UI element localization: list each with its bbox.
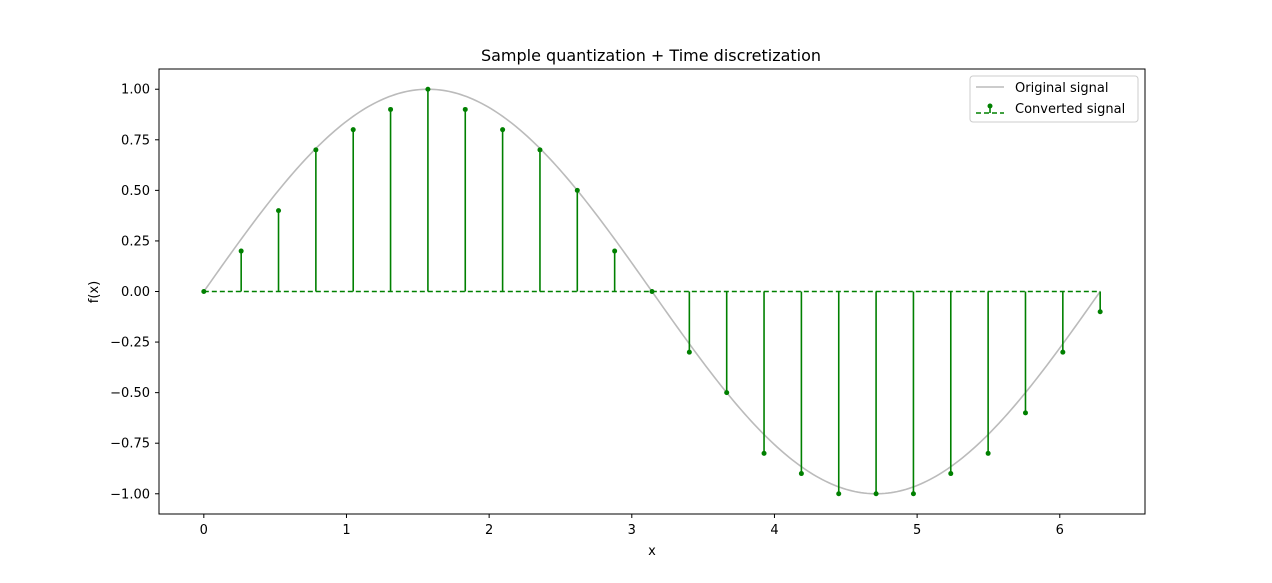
- y-tick-label: 0.25: [121, 234, 150, 249]
- converted-signal-point: [985, 450, 991, 456]
- converted-signal-point: [649, 289, 655, 294]
- x-tick-label: 4: [770, 523, 778, 538]
- converted-signal-point: [761, 450, 767, 456]
- converted-signal-point: [1022, 410, 1028, 416]
- y-tick-label: 0.75: [121, 133, 150, 148]
- converted-signal-point: [873, 491, 879, 497]
- y-tick-label: 1.00: [121, 83, 150, 98]
- converted-signal-point: [425, 86, 431, 92]
- converted-signal-stems: [201, 86, 1103, 497]
- x-axis-ticks: 0 1 2 3 4 5 6: [200, 514, 1064, 538]
- legend-converted-label: Converted signal: [1015, 102, 1125, 117]
- x-tick-label: 6: [1056, 523, 1064, 538]
- y-axis-label: f(x): [87, 281, 102, 303]
- x-tick-label: 2: [485, 523, 493, 538]
- legend: Original signal Converted signal: [969, 75, 1139, 123]
- converted-signal-point: [798, 471, 804, 477]
- legend-original-label: Original signal: [1015, 81, 1108, 96]
- converted-signal-point: [313, 147, 319, 153]
- converted-signal-point: [836, 491, 842, 497]
- converted-signal-point: [500, 127, 506, 133]
- x-tick-label: 3: [628, 523, 636, 538]
- converted-signal-point: [1097, 309, 1103, 315]
- converted-signal-point: [201, 289, 207, 294]
- converted-signal-point: [686, 349, 692, 355]
- converted-signal-point: [1060, 349, 1066, 355]
- y-tick-label: 0.00: [121, 285, 150, 300]
- converted-signal-point: [350, 127, 356, 133]
- converted-signal-point: [910, 491, 916, 497]
- converted-signal-point: [574, 187, 580, 193]
- x-axis-label: x: [648, 544, 656, 559]
- y-tick-label: −0.25: [110, 336, 150, 351]
- x-tick-label: 0: [200, 523, 208, 538]
- converted-signal-point: [238, 248, 244, 254]
- legend-box: [969, 75, 1139, 123]
- chart-title: Sample quantization + Time discretizatio…: [481, 46, 821, 65]
- x-tick-label: 5: [913, 523, 921, 538]
- y-tick-label: 0.50: [121, 184, 150, 199]
- y-tick-label: −0.50: [110, 386, 150, 401]
- converted-signal-point: [537, 147, 543, 153]
- converted-signal-point: [948, 471, 954, 477]
- converted-signal-point: [724, 390, 730, 396]
- x-tick-label: 1: [342, 523, 350, 538]
- converted-signal-point: [388, 106, 394, 112]
- legend-converted-marker: [987, 103, 993, 109]
- converted-signal-point: [276, 208, 282, 214]
- converted-signal-point: [462, 106, 468, 112]
- y-axis-ticks: −1.00 −0.75 −0.50 −0.25 0.00 0.25 0.50 0.75 1.00: [110, 83, 159, 502]
- y-tick-label: −1.00: [110, 487, 150, 502]
- converted-signal-point: [612, 248, 618, 254]
- y-tick-label: −0.75: [110, 437, 150, 452]
